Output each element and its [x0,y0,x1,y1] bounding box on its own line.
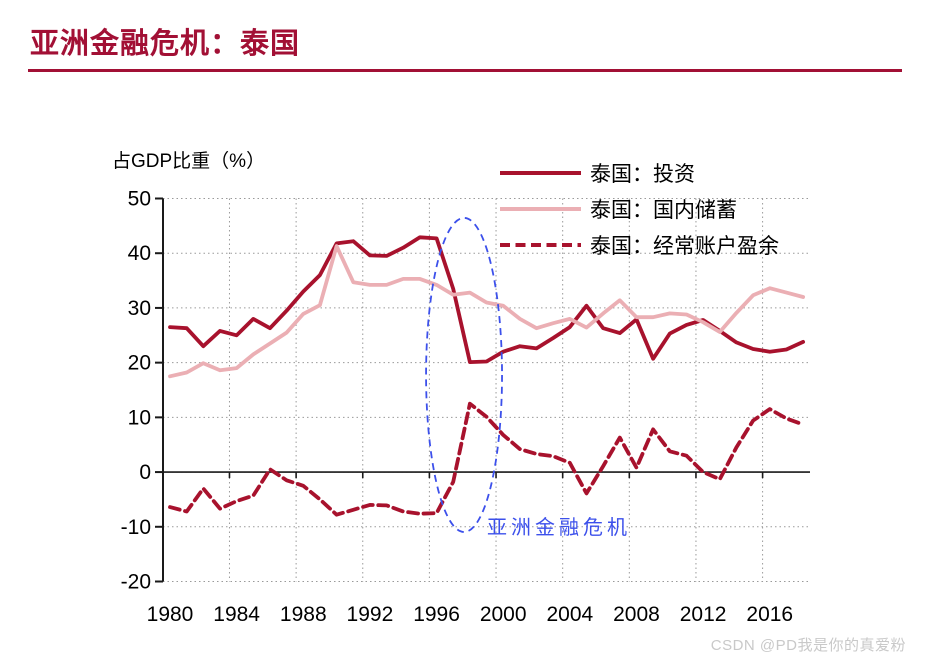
title-underline [28,69,902,72]
x-tick-label: 1980 [147,603,194,626]
legend-label-savings: 泰国：国内储蓄 [590,199,737,222]
series-line-2 [168,401,805,517]
page-title: 亚洲金融危机：泰国 [30,28,301,60]
x-tick-label: 2000 [480,603,527,626]
legend-label-investment: 泰国：投资 [590,163,695,186]
y-tick-label: 0 [139,461,151,484]
x-tick-label: 2004 [546,603,593,626]
y-tick-label: 30 [128,297,151,320]
x-tick-label: 1992 [347,603,394,626]
legend: 泰国：投资 泰国：国内储蓄 泰国：经常账户盈余 [500,155,779,263]
y-tick-label: 10 [128,406,151,429]
legend-swatch-current-account-dashed-line [500,243,581,247]
legend-swatch-savings-solid-line [500,207,581,211]
x-tick-label: 1984 [213,603,260,626]
y-axis-title: 占GDP比重（%） [112,151,266,172]
asian-financial-crisis-annotation: 亚洲金融危机 [487,517,631,539]
x-tick-label: 2012 [680,603,727,626]
y-tick-label: 40 [128,242,151,265]
watermark: CSDN @PD我是你的真爱粉 [710,637,906,654]
legend-label-current-account: 泰国：经常账户盈余 [590,235,779,258]
legend-swatch-investment-solid-line [500,171,581,175]
crisis-ellipse [425,217,503,533]
legend-item-savings: 泰国：国内储蓄 [500,191,779,227]
x-tick-label: 2008 [613,603,660,626]
y-tick-label: 20 [128,352,151,375]
y-tick-label: -20 [121,571,151,594]
x-tick-label: 1988 [280,603,327,626]
y-tick-label: 50 [128,188,151,211]
x-tick-label: 1996 [413,603,460,626]
x-tick-label: 2016 [746,603,793,626]
y-tick-label: -10 [121,516,151,539]
series-line-1 [168,244,805,379]
legend-item-investment: 泰国：投资 [500,155,779,191]
legend-item-current-account: 泰国：经常账户盈余 [500,227,779,263]
